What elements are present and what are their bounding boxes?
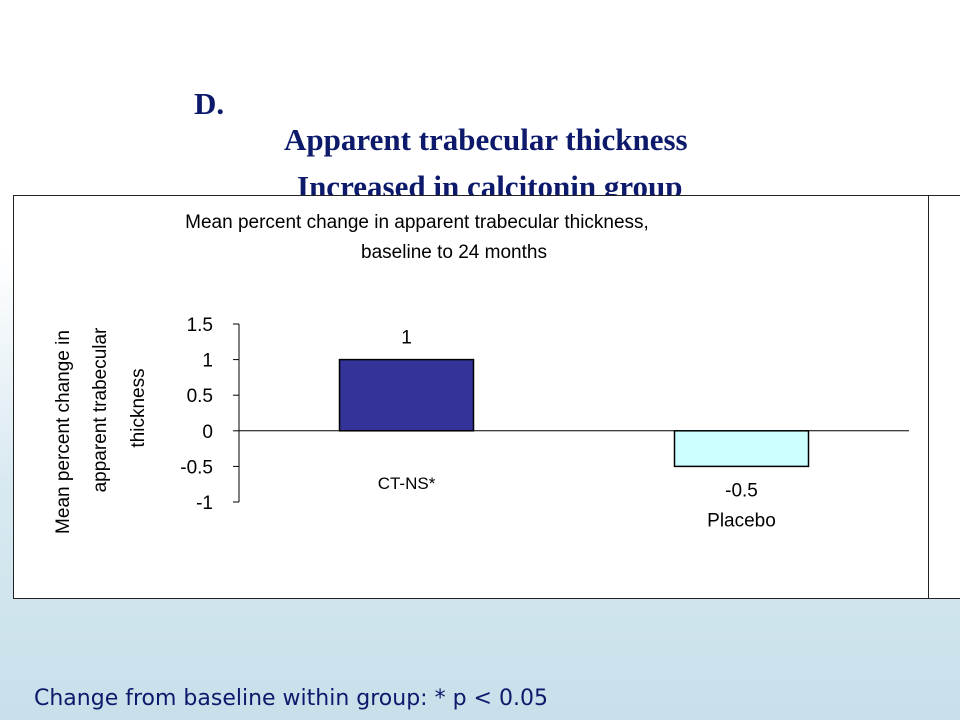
slide-title-text: Apparent trabecular thickness	[284, 122, 688, 157]
y-axis: 1.5 1 0.5 0 -0.5 -1	[180, 315, 240, 514]
y-axis-label: Mean percent change in apparent trabecul…	[53, 327, 149, 534]
data-label: -0.5	[725, 480, 758, 501]
slide-title-label: D.	[194, 86, 225, 121]
y-axis-label-line-2: apparent trabecular	[90, 327, 111, 492]
category-label: CT-NS*	[378, 474, 436, 493]
chart-title: Mean percent change in apparent trabecul…	[185, 212, 649, 233]
bar-chart: Mean percent change in apparent trabecul…	[53, 212, 909, 534]
y-axis-label-line-3: thickness	[128, 368, 149, 447]
chart-frame: Mean percent change in apparent trabecul…	[13, 195, 929, 599]
category-label: Placebo	[707, 510, 776, 531]
bars: 1 CT-NS* -0.5 Placebo	[338, 328, 810, 531]
footnote: Change from baseline within group: * p <…	[34, 686, 548, 711]
y-tick-label: 0.5	[187, 386, 213, 407]
chart-frame-edge	[929, 195, 960, 599]
chart-subtitle: baseline to 24 months	[361, 242, 547, 263]
y-tick-label: -1	[196, 493, 213, 514]
y-tick-label: 1	[202, 351, 213, 372]
y-tick-label: 1.5	[187, 315, 213, 336]
data-label: 1	[401, 328, 412, 349]
bar-ct-ns	[338, 358, 475, 432]
y-axis-label-line-1: Mean percent change in	[53, 330, 74, 534]
y-tick-label: 0	[202, 422, 213, 443]
slide-title: D. Apparent trabecular thickness	[0, 50, 960, 158]
bar-placebo	[673, 430, 810, 468]
y-tick-label: -0.5	[180, 457, 213, 478]
